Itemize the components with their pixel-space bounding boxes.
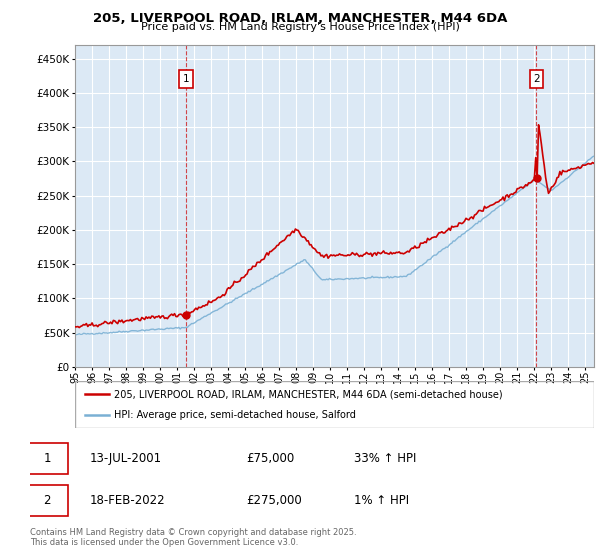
Text: 1: 1	[183, 74, 190, 84]
Text: 2: 2	[44, 494, 51, 507]
Text: 205, LIVERPOOL ROAD, IRLAM, MANCHESTER, M44 6DA (semi-detached house): 205, LIVERPOOL ROAD, IRLAM, MANCHESTER, …	[114, 389, 503, 399]
Text: 18-FEB-2022: 18-FEB-2022	[89, 494, 165, 507]
Text: HPI: Average price, semi-detached house, Salford: HPI: Average price, semi-detached house,…	[114, 410, 356, 420]
FancyBboxPatch shape	[28, 443, 68, 474]
Text: £275,000: £275,000	[246, 494, 302, 507]
Text: 13-JUL-2001: 13-JUL-2001	[89, 452, 161, 465]
Text: 1% ↑ HPI: 1% ↑ HPI	[354, 494, 409, 507]
Text: 205, LIVERPOOL ROAD, IRLAM, MANCHESTER, M44 6DA: 205, LIVERPOOL ROAD, IRLAM, MANCHESTER, …	[93, 12, 507, 25]
Text: 33% ↑ HPI: 33% ↑ HPI	[354, 452, 416, 465]
Text: Contains HM Land Registry data © Crown copyright and database right 2025.
This d: Contains HM Land Registry data © Crown c…	[30, 528, 356, 547]
Text: 2: 2	[533, 74, 540, 84]
FancyBboxPatch shape	[28, 484, 68, 516]
Text: £75,000: £75,000	[246, 452, 294, 465]
Text: 1: 1	[44, 452, 51, 465]
Text: Price paid vs. HM Land Registry's House Price Index (HPI): Price paid vs. HM Land Registry's House …	[140, 22, 460, 32]
